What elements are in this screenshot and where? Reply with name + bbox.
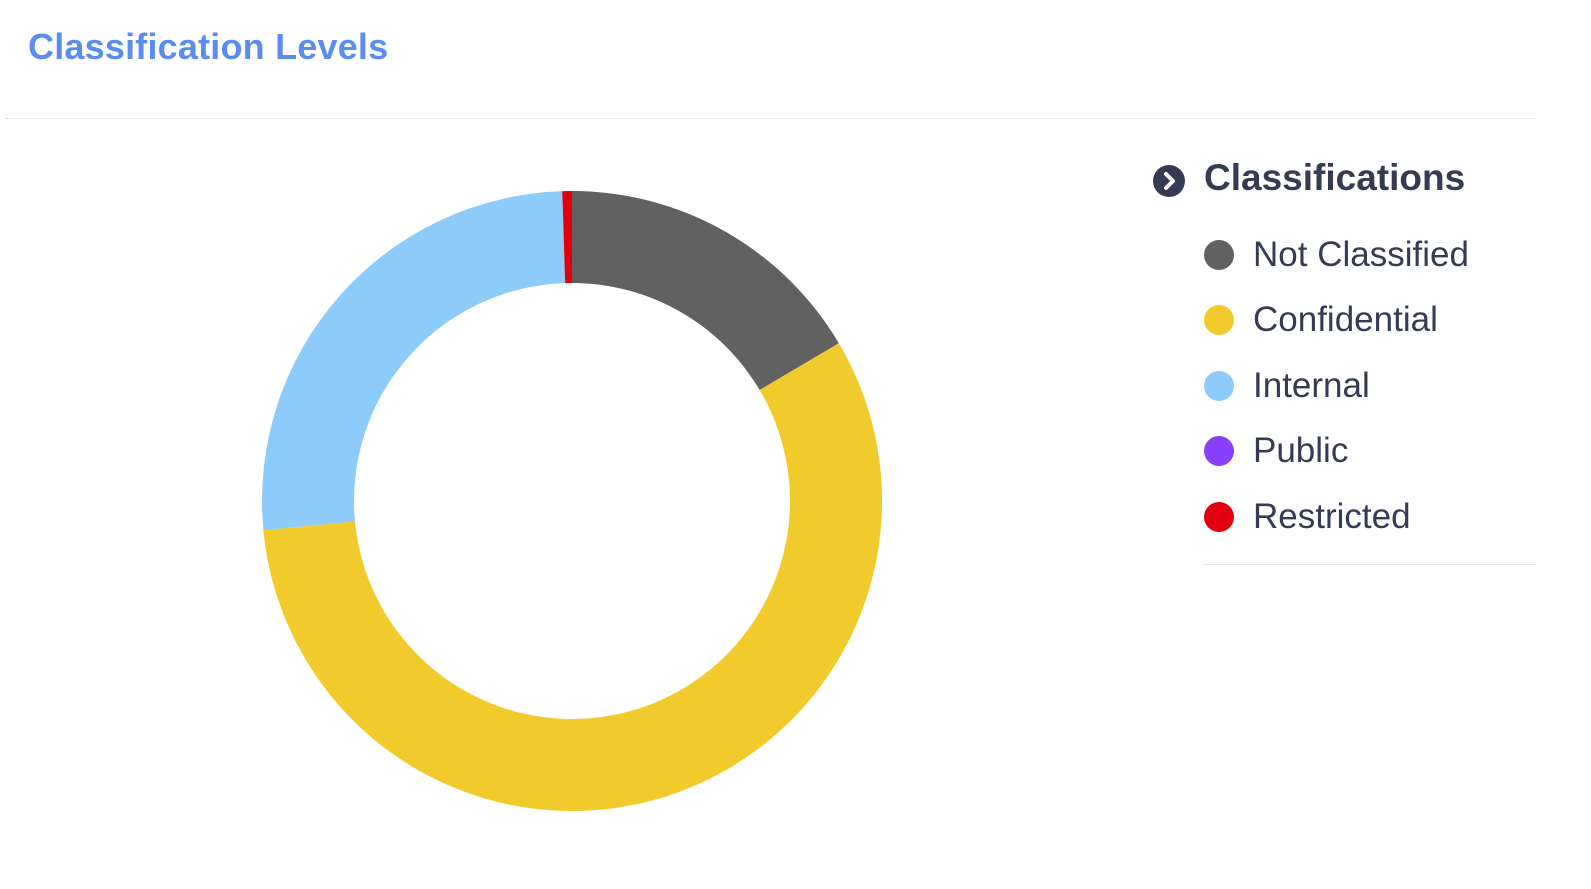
legend-swatch — [1204, 501, 1234, 532]
legend-label: Internal — [1253, 365, 1370, 405]
legend-header[interactable]: Classifications — [1152, 150, 1536, 206]
legend-swatch — [1204, 436, 1234, 467]
legend-swatch — [1204, 305, 1234, 336]
chevron-right-circle-icon[interactable] — [1152, 164, 1186, 198]
donut-slice-internal[interactable] — [262, 191, 566, 531]
legend-item-internal[interactable]: Internal — [1204, 353, 1536, 419]
title-divider — [6, 118, 1536, 119]
legend: Classifications Not Classified Confident… — [1152, 150, 1536, 565]
donut-slice-confidential[interactable] — [263, 343, 883, 812]
legend-swatch — [1204, 239, 1234, 270]
legend-swatch — [1204, 370, 1234, 401]
legend-label: Confidential — [1253, 300, 1438, 340]
legend-item-restricted[interactable]: Restricted — [1204, 484, 1536, 550]
legend-title: Classifications — [1204, 157, 1466, 198]
donut-slice-restricted[interactable] — [562, 191, 572, 284]
legend-list: Not Classified Confidential Internal Pub… — [1204, 222, 1536, 550]
legend-item-public[interactable]: Public — [1204, 419, 1536, 485]
panel-title: Classification Levels — [28, 26, 389, 67]
legend-label: Restricted — [1253, 496, 1411, 536]
legend-divider — [1204, 563, 1536, 565]
legend-label: Not Classified — [1253, 234, 1469, 274]
legend-item-not-classified[interactable]: Not Classified — [1204, 222, 1536, 288]
donut-chart — [262, 191, 883, 812]
donut-slice-not-classified[interactable] — [572, 191, 839, 391]
legend-item-confidential[interactable]: Confidential — [1204, 288, 1536, 354]
legend-label: Public — [1253, 431, 1349, 471]
